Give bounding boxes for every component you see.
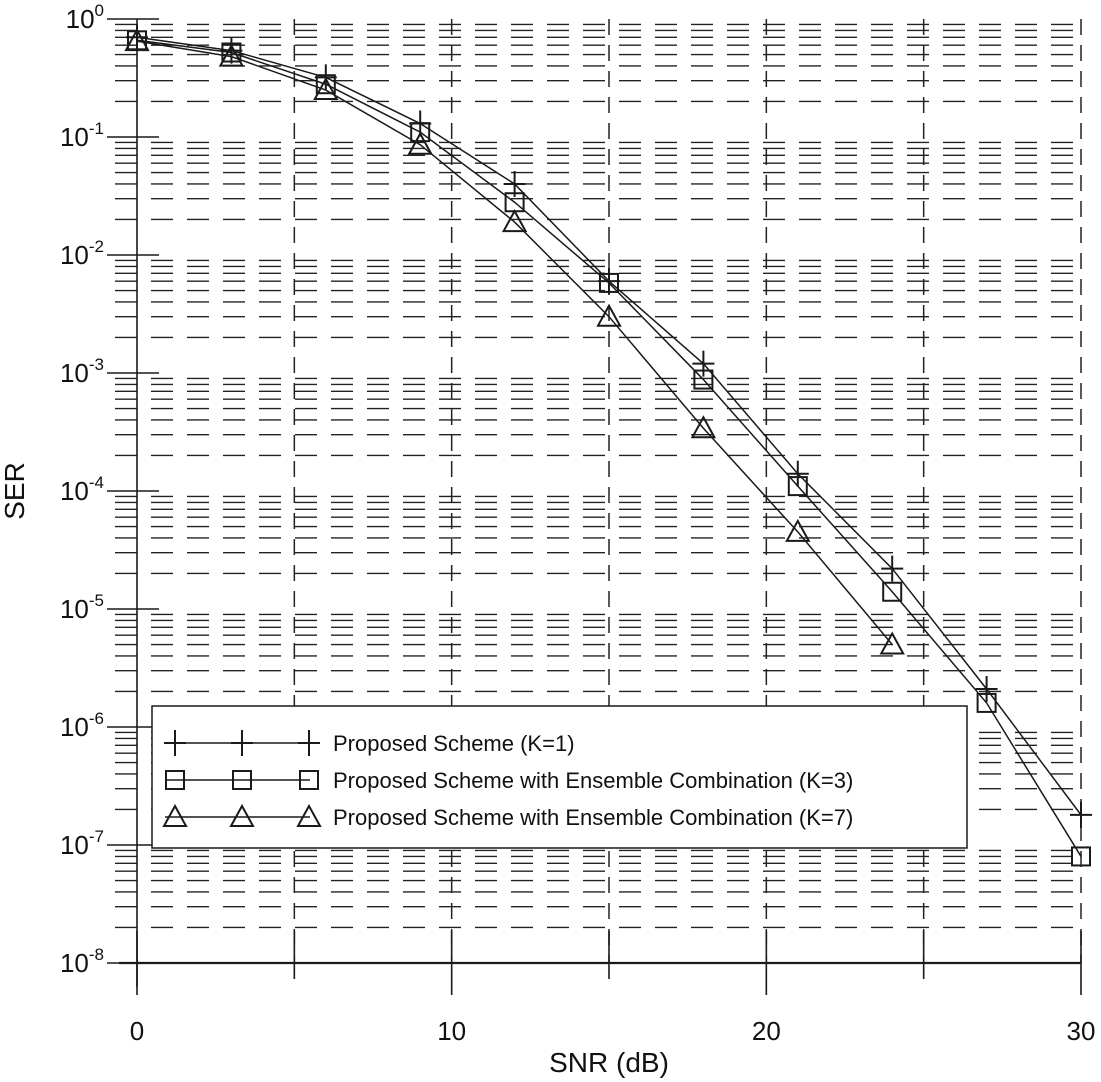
y-tick-label: 10-5 — [60, 591, 104, 624]
axes: 100 10-1 10-2 10-3 10-4 10-5 10-6 10-7 10-8 0 10 20… — [60, 1, 1096, 1046]
data-series — [124, 24, 1092, 867]
y-axis-label: SER — [0, 462, 30, 520]
plus-marker-icon — [220, 37, 243, 64]
y-tick-label: 10-1 — [60, 119, 104, 152]
series-2 — [127, 30, 1091, 867]
legend-triangle-icon — [296, 803, 322, 827]
legend-triangle-icon — [229, 803, 255, 827]
y-tick-label: 10-2 — [60, 237, 104, 270]
series-line — [136, 40, 893, 646]
plus-marker-icon — [786, 460, 809, 487]
plus-marker-icon — [975, 675, 998, 702]
square-marker-icon — [882, 581, 903, 602]
square-marker-icon — [221, 42, 242, 63]
legend-label: Proposed Scheme with Ensemble Combinatio… — [333, 768, 853, 793]
legend-plus-icon — [231, 730, 253, 756]
triangle-marker-icon — [313, 76, 339, 101]
x-tick-label: 0 — [130, 1016, 144, 1046]
square-marker-icon — [976, 692, 997, 713]
plus-marker-icon — [692, 350, 715, 377]
legend: Proposed Scheme (K=1) Proposed Scheme wit… — [151, 705, 968, 849]
triangle-marker-icon — [407, 131, 433, 155]
series-3 — [124, 28, 905, 655]
y-tick-label: 10-4 — [60, 473, 104, 506]
x-tick-label: 10 — [437, 1016, 466, 1046]
y-tick-label: 10-7 — [60, 827, 104, 860]
square-marker-icon — [693, 369, 714, 390]
x-tick-label: 30 — [1067, 1016, 1096, 1046]
series-1 — [126, 24, 1092, 828]
triangle-marker-icon — [879, 631, 905, 655]
legend-box — [151, 705, 968, 849]
triangle-marker-icon — [785, 518, 811, 542]
legend-item: Proposed Scheme (K=1) — [164, 730, 575, 756]
y-tick-label: 100 — [66, 1, 104, 34]
legend-square-icon — [165, 770, 185, 790]
triangle-marker-icon — [501, 209, 528, 233]
square-marker-icon — [787, 476, 808, 497]
plus-marker-icon — [881, 555, 904, 582]
triangle-marker-icon — [596, 303, 622, 327]
square-marker-icon — [1071, 846, 1091, 867]
legend-item: Proposed Scheme with Ensemble Combinatio… — [162, 803, 853, 830]
x-tick-label: 20 — [752, 1016, 781, 1046]
grid-lines — [115, 19, 1082, 963]
legend-plus-icon — [164, 730, 186, 756]
triangle-marker-icon — [218, 43, 245, 67]
legend-item: Proposed Scheme with Ensemble Combinatio… — [165, 768, 853, 793]
series-line — [136, 39, 1082, 857]
plus-marker-icon — [1070, 801, 1092, 828]
y-tick-label: 10-6 — [60, 709, 104, 742]
legend-square-icon — [299, 770, 319, 790]
square-marker-icon — [599, 272, 619, 293]
triangle-marker-icon — [124, 28, 150, 52]
square-marker-icon — [315, 74, 336, 95]
legend-label: Proposed Scheme (K=1) — [333, 731, 575, 756]
y-tick-label: 10-3 — [60, 355, 104, 388]
square-marker-icon — [410, 122, 431, 143]
plus-marker-icon — [598, 268, 620, 295]
legend-triangle-icon — [162, 803, 188, 827]
legend-square-icon — [232, 770, 252, 790]
legend-plus-icon — [298, 730, 320, 756]
y-tick-label: 10-8 — [60, 945, 104, 978]
x-axis-label: SNR (dB) — [549, 1047, 669, 1078]
triangle-marker-icon — [690, 415, 717, 439]
legend-label: Proposed Scheme with Ensemble Combinatio… — [333, 805, 853, 830]
